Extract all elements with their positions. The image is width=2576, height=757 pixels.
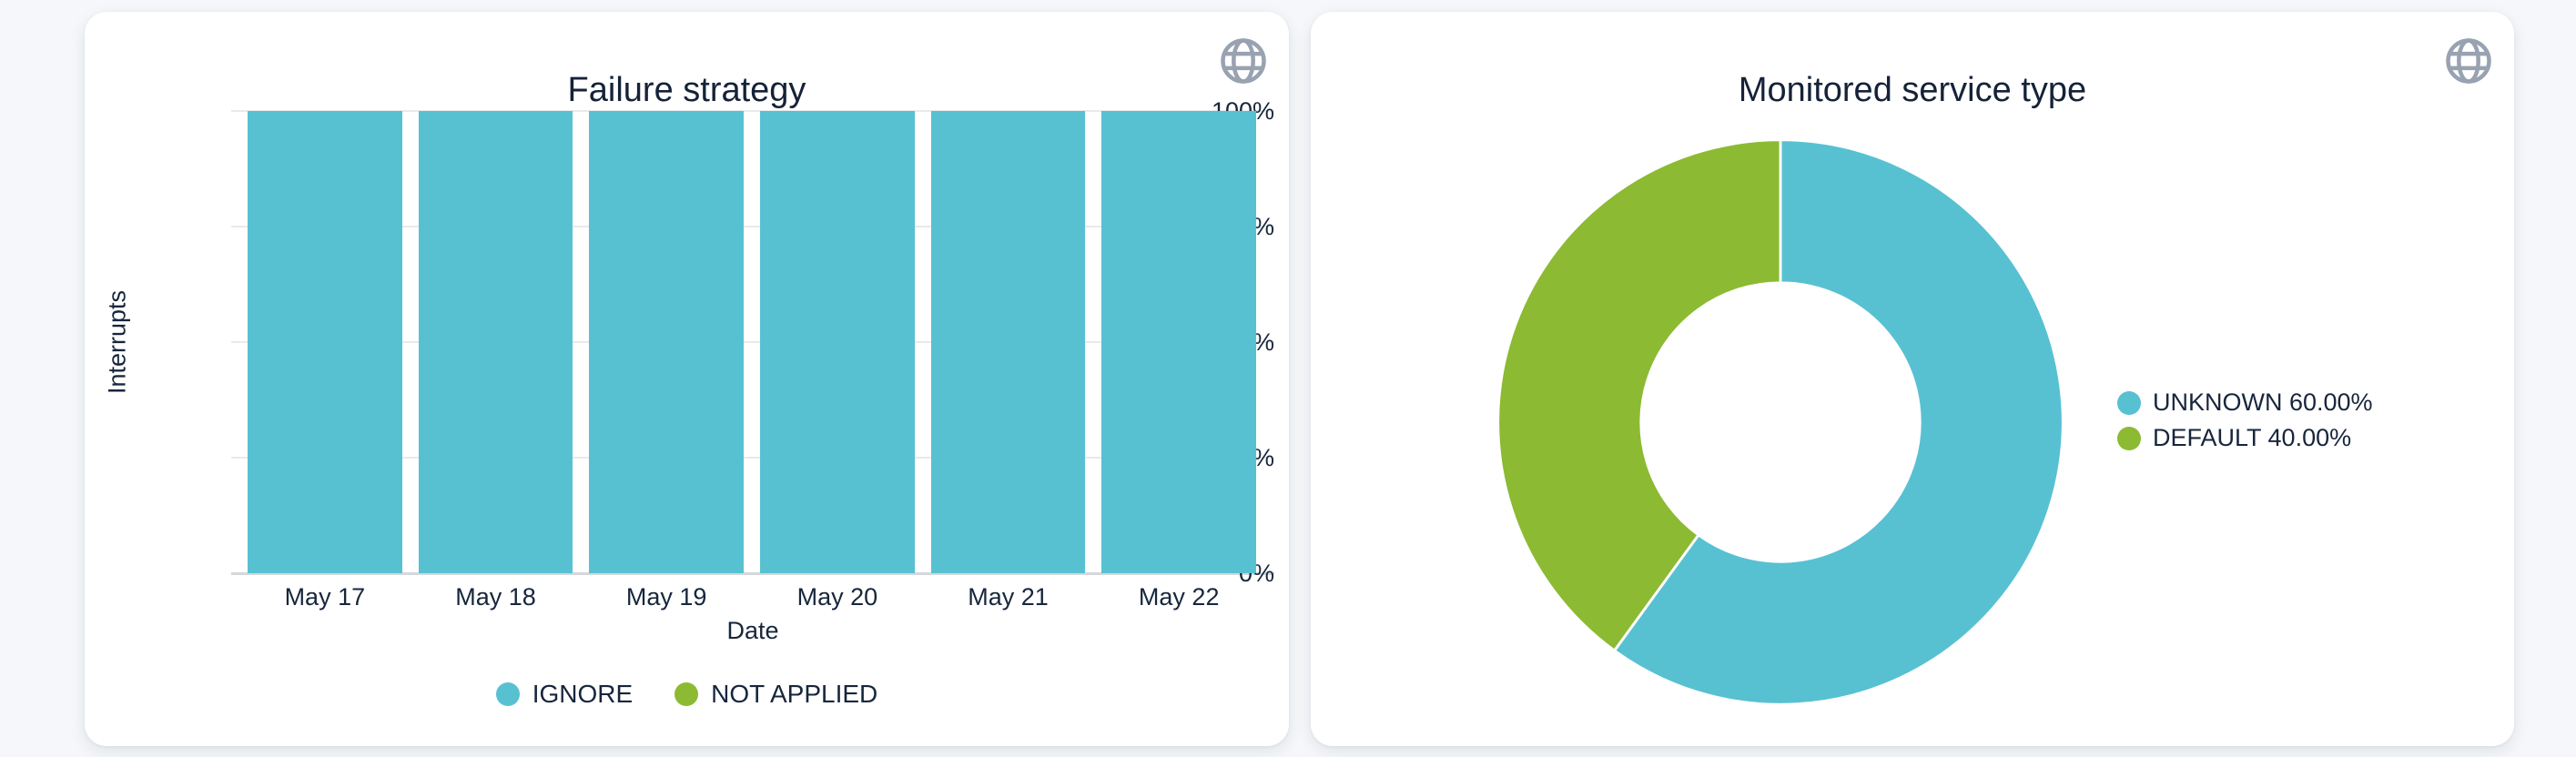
bar-segment-ignore[interactable] [1101, 111, 1257, 573]
bar-segment-ignore[interactable] [760, 111, 915, 573]
legend-dot [2117, 426, 2141, 450]
globe-icon [2446, 38, 2491, 84]
legend-item[interactable]: NOT APPLIED [674, 680, 877, 708]
bar-segment-ignore[interactable] [589, 111, 745, 573]
x-tick-label: May 20 [796, 583, 878, 611]
bar-segment-ignore[interactable] [930, 111, 1086, 573]
legend-dot [2117, 390, 2141, 415]
y-axis-title: Interrupts [103, 289, 131, 395]
legend-item[interactable]: DEFAULT 40.00% [2117, 424, 2373, 452]
bar-column [1101, 111, 1257, 573]
gridline [231, 457, 1274, 459]
globe-button[interactable] [1218, 35, 1269, 86]
x-tick-label: May 21 [968, 583, 1049, 611]
gridline [231, 226, 1274, 227]
legend-label: NOT APPLIED [711, 680, 878, 708]
bar-column [760, 111, 915, 573]
monitored-service-type-card: Monitored service type UNKNOWN 60.00% DEF… [1311, 12, 2514, 746]
bar-column [418, 111, 573, 573]
pie-slice-unknown[interactable] [1612, 138, 2064, 706]
gridline [231, 572, 1274, 575]
legend-label: UNKNOWN 60.00% [2153, 389, 2373, 416]
donut-chart-legend: UNKNOWN 60.00% DEFAULT 40.00% [2117, 389, 2373, 452]
x-axis-tick-labels: May 17 May 18 May 19 May 20 May 21 May 22 [231, 583, 1274, 611]
globe-button[interactable] [2443, 35, 2494, 86]
bar-column [589, 111, 745, 573]
gridline [231, 110, 1274, 112]
x-tick-label: May 22 [1138, 583, 1220, 611]
donut-chart [1489, 131, 2072, 713]
x-axis-title: Date [726, 617, 779, 644]
donut-chart-svg [1496, 138, 2064, 706]
legend-dot [674, 681, 699, 706]
bar-chart-legend: IGNORE NOT APPLIED [85, 680, 1289, 708]
failure-strategy-card: Failure strategy Interrupts 0%25%50%75%1… [85, 12, 1289, 746]
bar-series [231, 111, 1274, 573]
legend-item[interactable]: UNKNOWN 60.00% [2117, 389, 2373, 417]
x-tick-label: May 18 [455, 583, 536, 611]
legend-dot [495, 681, 520, 706]
bar-segment-ignore[interactable] [418, 111, 573, 573]
legend-label: IGNORE [532, 680, 634, 708]
bar-column [930, 111, 1086, 573]
bar-segment-ignore[interactable] [248, 111, 402, 573]
pie-slice-default[interactable] [1496, 138, 1782, 653]
globe-icon [1221, 38, 1266, 84]
card-title: Failure strategy [567, 70, 806, 109]
legend-label: DEFAULT 40.00% [2153, 424, 2352, 451]
legend-item[interactable]: IGNORE [495, 680, 634, 708]
bar-column [248, 111, 402, 573]
bar-chart-plot-area [231, 110, 1274, 575]
gridline [231, 341, 1274, 343]
x-tick-label: May 19 [625, 583, 707, 611]
x-tick-label: May 17 [284, 583, 366, 611]
card-title: Monitored service type [1738, 70, 2087, 109]
